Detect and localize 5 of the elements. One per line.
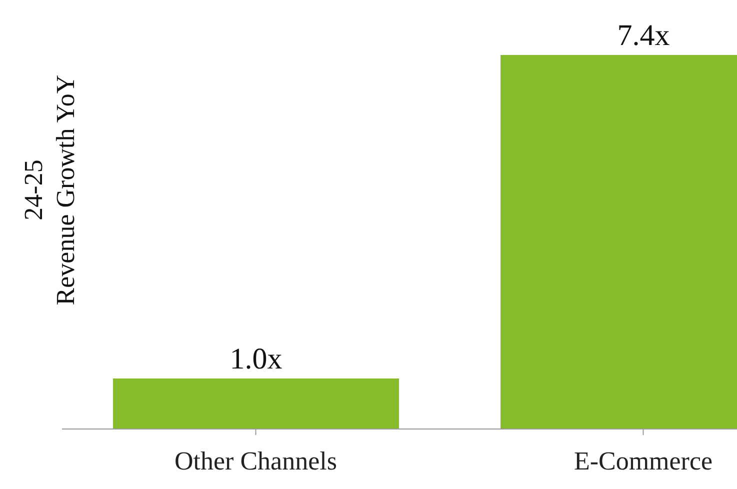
y-axis-title: 24-25 Revenue Growth YoY xyxy=(18,74,81,306)
x-tick-label: E-Commerce xyxy=(574,446,713,476)
x-tick-label: Other Channels xyxy=(174,446,337,476)
data-label: 1.0x xyxy=(230,342,282,376)
data-label: 7.4x xyxy=(617,19,670,52)
